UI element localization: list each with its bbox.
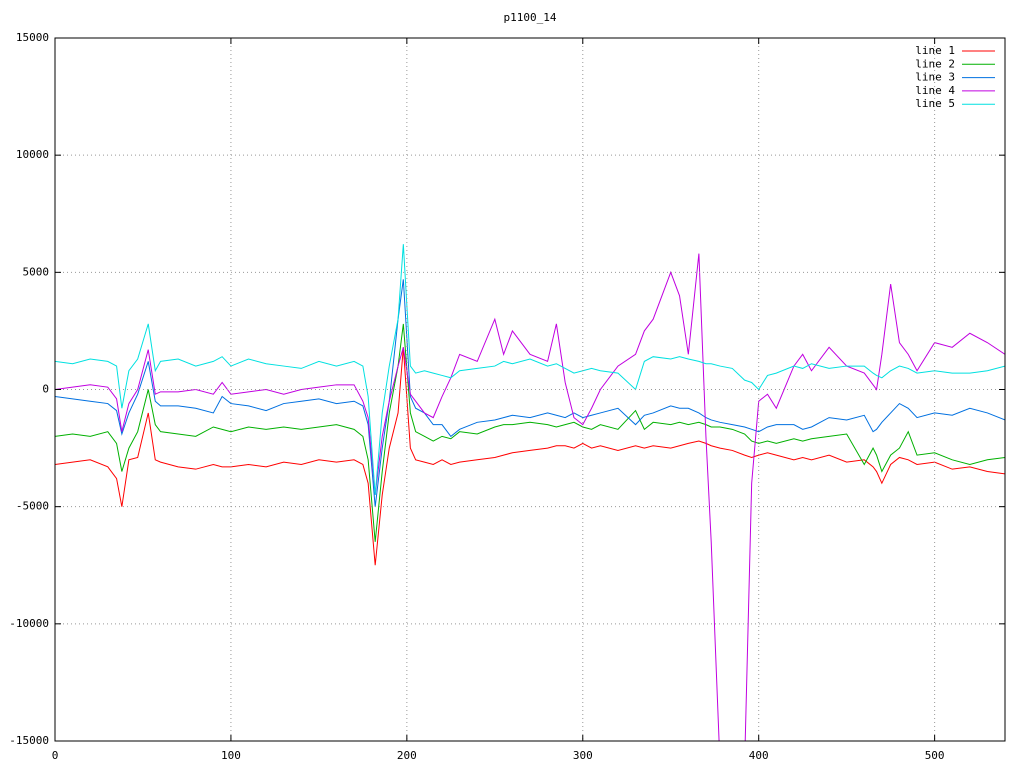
x-tick-label: 500	[925, 749, 945, 762]
y-tick-label: -15000	[9, 734, 49, 747]
x-tick-label: 300	[573, 749, 593, 762]
y-tick-label: -5000	[16, 500, 49, 513]
data-line	[55, 244, 1005, 495]
legend-label: line 5	[915, 97, 955, 110]
y-tick-label: 15000	[16, 31, 49, 44]
data-line	[55, 347, 1005, 566]
x-tick-label: 400	[749, 749, 769, 762]
plot-border	[54, 37, 1006, 742]
data-line	[55, 323, 1005, 542]
y-tick-label: 10000	[16, 148, 49, 161]
legend-label: line 1	[915, 44, 955, 57]
y-tick-label: 0	[42, 383, 49, 396]
y-tick-label: 5000	[23, 265, 50, 278]
y-tick-label: -10000	[9, 617, 49, 630]
legend-label: line 4	[915, 84, 955, 97]
legend-label: line 3	[915, 71, 955, 84]
x-tick-label: 200	[397, 749, 417, 762]
plot-lines	[55, 244, 1005, 741]
chart-title: p1100_14	[504, 11, 557, 24]
data-line	[55, 279, 1005, 507]
legend-label: line 2	[915, 57, 955, 70]
x-tick-label: 100	[221, 749, 241, 762]
x-tick-label: 0	[52, 749, 59, 762]
data-line	[55, 253, 1005, 741]
